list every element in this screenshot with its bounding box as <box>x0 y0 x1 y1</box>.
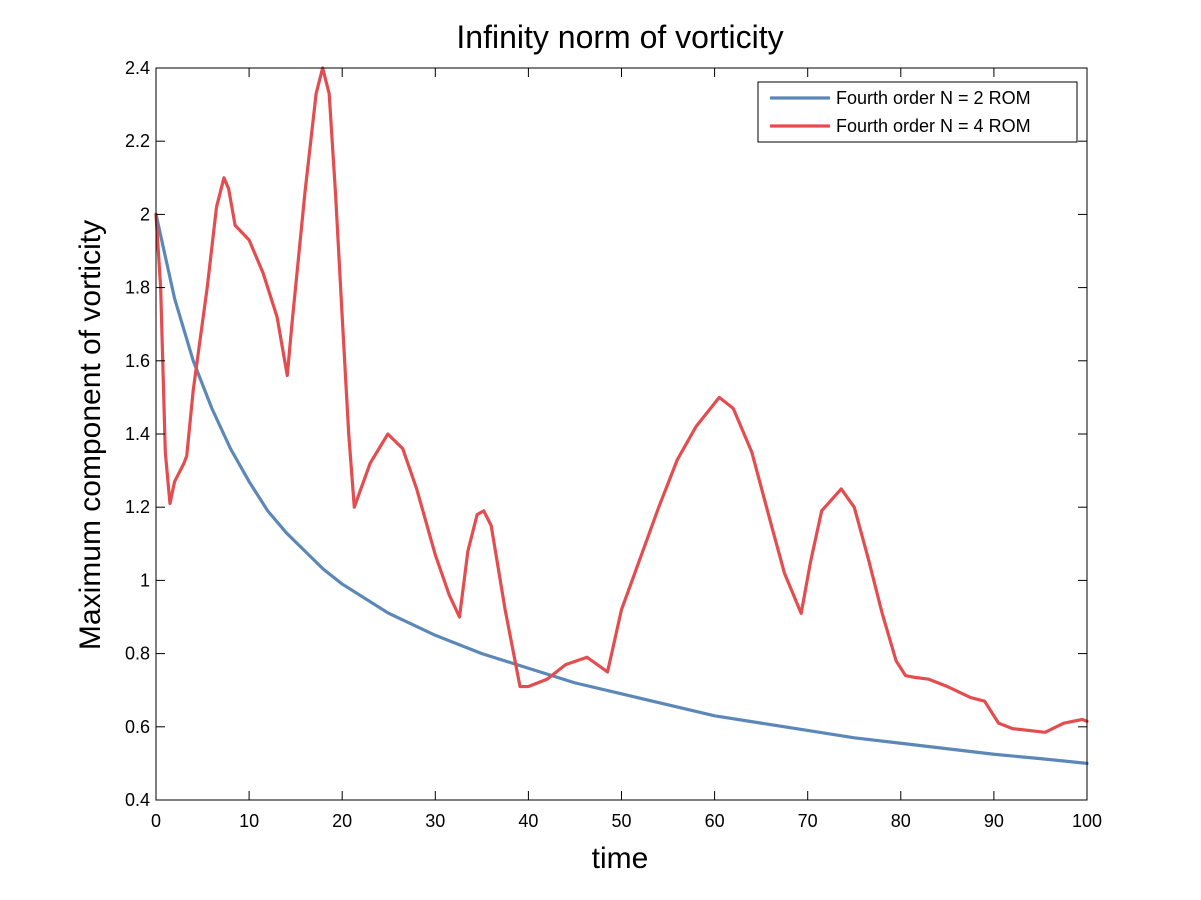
legend-label-2: Fourth order N = 4 ROM <box>836 116 1031 136</box>
legend-label-1: Fourth order N = 2 ROM <box>836 88 1031 108</box>
x-tick-label: 60 <box>705 811 725 831</box>
y-tick-label: 1 <box>140 570 150 590</box>
x-tick-label: 70 <box>798 811 818 831</box>
y-tick-label: 2 <box>140 204 150 224</box>
x-axis-label: time <box>592 842 649 875</box>
x-tick-label: 40 <box>518 811 538 831</box>
axes-box <box>155 67 1088 801</box>
x-tick-label: 50 <box>611 811 631 831</box>
y-axis-label: Maximum component of vorticity <box>74 220 107 650</box>
x-tick-label: 80 <box>891 811 911 831</box>
y-tick-label: 1.6 <box>125 351 150 371</box>
x-tick-label: 30 <box>425 811 445 831</box>
series-line-2 <box>154 66 1089 734</box>
y-tick-label: 2.4 <box>125 58 150 78</box>
y-tick-label: 1.8 <box>125 278 150 298</box>
legend-box <box>757 81 1078 143</box>
legend: Fourth order N = 2 ROM Fourth order N = 4… <box>757 81 1078 143</box>
x-tick-label: 100 <box>1072 811 1102 831</box>
y-tick-label: 1.2 <box>125 497 150 517</box>
y-tick-label: 0.4 <box>125 790 150 810</box>
y-tick-label: 1.4 <box>125 424 150 444</box>
plot-area: 0 10 20 30 40 50 60 70 80 90 100 0.4 0.6 0.8 1 1.2 1.4 1.… <box>125 58 1102 831</box>
series-line-1 <box>154 212 1089 765</box>
y-tick-label: 2.2 <box>125 131 150 151</box>
y-tick-label: 0.6 <box>125 717 150 737</box>
x-tick-label: 10 <box>239 811 259 831</box>
x-tick-label: 20 <box>332 811 352 831</box>
x-tick-label: 0 <box>151 811 161 831</box>
x-tick-label: 90 <box>984 811 1004 831</box>
y-tick-label: 0.8 <box>125 644 150 664</box>
chart-title: Infinity norm of vorticity <box>456 19 783 55</box>
